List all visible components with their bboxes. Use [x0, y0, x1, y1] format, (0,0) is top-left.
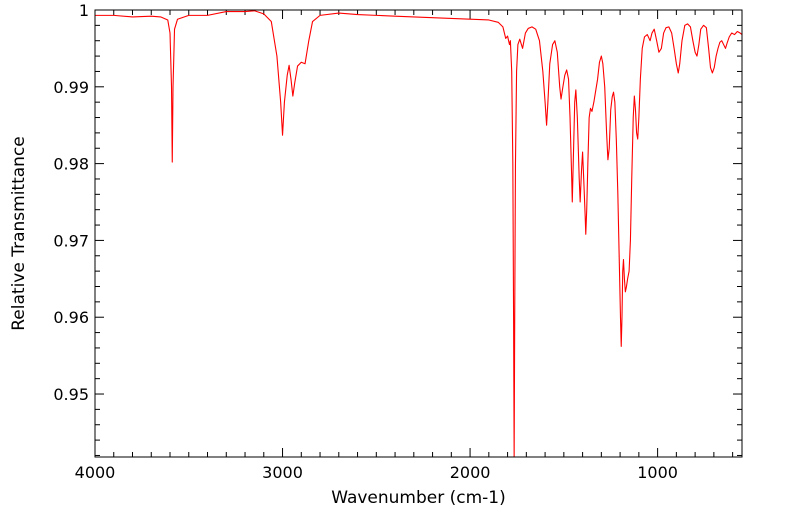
y-tick-label: 0.99	[53, 78, 89, 97]
y-tick-label: 0.95	[53, 385, 89, 404]
x-tick-label: 4000	[75, 463, 116, 482]
y-axis-title: Relative Transmittance	[9, 136, 29, 331]
x-tick-label: 1000	[637, 463, 678, 482]
x-tick-label: 2000	[450, 463, 491, 482]
axis-ticks	[94, 9, 742, 457]
y-tick-label: 0.98	[53, 155, 89, 174]
spectrum-line	[95, 10, 743, 458]
plot-frame	[94, 9, 743, 458]
tick-labels: 4000 3000 2000 1000 1 0.99 0.98 0.97 0.96 0.95	[53, 1, 678, 482]
y-tick-label: 1	[79, 1, 89, 20]
x-axis-title: Wavenumber (cm-1)	[331, 488, 506, 508]
y-tick-label: 0.97	[53, 231, 89, 250]
x-tick-label: 3000	[262, 463, 303, 482]
y-tick-label: 0.96	[53, 308, 89, 327]
